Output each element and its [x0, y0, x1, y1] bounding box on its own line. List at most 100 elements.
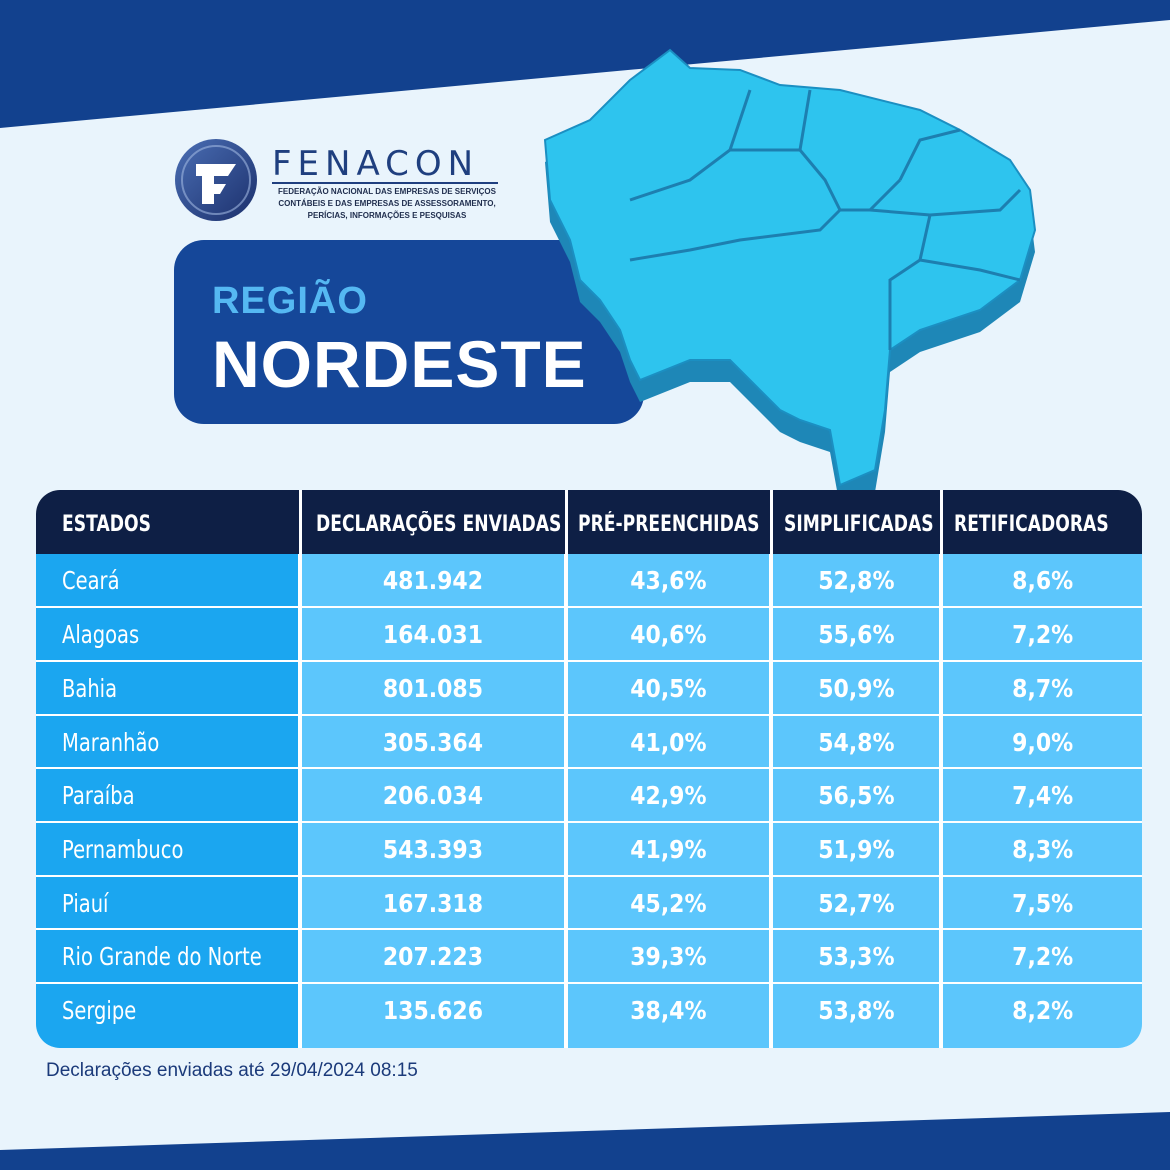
cell-simpl: 52,7% — [773, 877, 939, 929]
cell-retif: 7,2% — [943, 608, 1142, 660]
cell-retif: 8,2% — [943, 984, 1142, 1036]
cell-simpl: 52,8% — [773, 554, 939, 606]
northeast-brazil-map-icon — [543, 48, 1037, 500]
header-pre-preenchidas: PRÉ-PREENCHIDAS — [578, 512, 760, 537]
header-estados: ESTADOS — [62, 512, 151, 537]
cell-retif: 8,3% — [943, 823, 1142, 875]
fenacon-logo: FENACON FEDERAÇÃO NACIONAL DAS EMPRESAS … — [174, 138, 504, 224]
cell-value: 9,0% — [1011, 728, 1074, 757]
cell-retif: 7,4% — [943, 769, 1142, 821]
cell-state: Pernambuco — [62, 835, 184, 864]
cell-value: 50,9% — [817, 674, 895, 703]
cell-declaracoes: 481.942 — [302, 554, 564, 606]
cell-value: 8,6% — [1011, 566, 1074, 595]
cell-declaracoes: 543.393 — [302, 823, 564, 875]
cell-retif: 7,2% — [943, 930, 1142, 982]
cell-declaracoes: 164.031 — [302, 608, 564, 660]
brand-subtitle-line: FEDERAÇÃO NACIONAL DAS EMPRESAS DE SERVI… — [278, 187, 496, 196]
table-row: Pernambuco 543.393 41,9% 51,9% 8,3% — [36, 823, 1142, 875]
declarations-table: ESTADOS DECLARAÇÕES ENVIADAS PRÉ-PREENCH… — [36, 490, 1142, 1048]
cell-pre: 43,6% — [568, 554, 769, 606]
cell-value: 40,6% — [630, 620, 707, 649]
brand-name: FENACON — [272, 144, 480, 184]
cell-state: Paraíba — [62, 781, 135, 810]
region-label: REGIÃO — [212, 280, 368, 322]
footnote: Declarações enviadas até 29/04/2024 08:1… — [46, 1060, 418, 1081]
cell-value: 135.626 — [382, 996, 484, 1025]
cell-pre: 40,6% — [568, 608, 769, 660]
cell-value: 7,2% — [1011, 620, 1074, 649]
cell-value: 41,0% — [630, 728, 707, 757]
cell-state: Ceará — [62, 566, 120, 595]
cell-value: 54,8% — [817, 728, 895, 757]
cell-value: 56,5% — [817, 781, 895, 810]
cell-simpl: 51,9% — [773, 823, 939, 875]
header-dividers — [299, 490, 943, 554]
table-row: Rio Grande do Norte 207.223 39,3% 53,3% 7,2% — [36, 930, 1142, 982]
cell-value: 305.364 — [382, 728, 484, 757]
cell-value: 42,9% — [630, 781, 707, 810]
cell-declaracoes: 801.085 — [302, 662, 564, 714]
cell-simpl: 53,3% — [773, 930, 939, 982]
cell-declaracoes: 305.364 — [302, 716, 564, 768]
cell-pre: 42,9% — [568, 769, 769, 821]
cell-value: 167.318 — [382, 889, 484, 918]
cell-state: Rio Grande do Norte — [62, 942, 262, 971]
cell-value: 8,7% — [1011, 674, 1074, 703]
cell-declaracoes: 135.626 — [302, 984, 564, 1036]
cell-value: 53,8% — [817, 996, 895, 1025]
brand-subtitle-line: CONTÁBEIS E DAS EMPRESAS DE ASSESSORAMEN… — [278, 199, 496, 208]
cell-declaracoes: 167.318 — [302, 877, 564, 929]
region-name: NORDESTE — [212, 327, 587, 401]
cell-simpl: 50,9% — [773, 662, 939, 714]
table-row: Bahia 801.085 40,5% 50,9% 8,7% — [36, 662, 1142, 714]
brand-subtitle: FEDERAÇÃO NACIONAL DAS EMPRESAS DE SERVI… — [270, 186, 504, 222]
cell-pre: 45,2% — [568, 877, 769, 929]
cell-value: 164.031 — [382, 620, 484, 649]
cell-pre: 38,4% — [568, 984, 769, 1036]
cell-value: 801.085 — [382, 674, 484, 703]
table-header: ESTADOS DECLARAÇÕES ENVIADAS PRÉ-PREENCH… — [36, 490, 1142, 554]
table-row: Maranhão 305.364 41,0% 54,8% 9,0% — [36, 716, 1142, 768]
cell-value: 45,2% — [630, 889, 707, 918]
fenacon-logo-icon — [175, 139, 257, 221]
cell-retif: 8,7% — [943, 662, 1142, 714]
cell-value: 481.942 — [382, 566, 484, 595]
cell-value: 53,3% — [817, 942, 895, 971]
cell-value: 206.034 — [382, 781, 484, 810]
cell-value: 52,8% — [817, 566, 895, 595]
cell-pre: 41,9% — [568, 823, 769, 875]
cell-pre: 40,5% — [568, 662, 769, 714]
cell-state: Bahia — [62, 674, 118, 703]
cell-declaracoes: 207.223 — [302, 930, 564, 982]
cell-value: 51,9% — [817, 835, 895, 864]
header-retificadoras: RETIFICADORAS — [954, 512, 1109, 537]
cell-value: 8,3% — [1011, 835, 1074, 864]
cell-declaracoes: 206.034 — [302, 769, 564, 821]
cell-state: Sergipe — [62, 996, 137, 1025]
brand-rule — [272, 182, 498, 184]
table-row: Paraíba 206.034 42,9% 56,5% 7,4% — [36, 769, 1142, 821]
cell-simpl: 53,8% — [773, 984, 939, 1036]
table-cell-backgrounds — [36, 554, 1142, 1048]
cell-value: 8,2% — [1011, 996, 1074, 1025]
header-declaracoes-enviadas: DECLARAÇÕES ENVIADAS — [316, 512, 562, 537]
cell-value: 38,4% — [630, 996, 707, 1025]
cell-state: Piauí — [62, 889, 109, 918]
cell-simpl: 56,5% — [773, 769, 939, 821]
cell-retif: 9,0% — [943, 716, 1142, 768]
cell-retif: 7,5% — [943, 877, 1142, 929]
cell-value: 7,5% — [1011, 889, 1074, 918]
cell-simpl: 54,8% — [773, 716, 939, 768]
cell-simpl: 55,6% — [773, 608, 939, 660]
region-title-box: REGIÃO NORDESTE — [174, 240, 644, 424]
cell-value: 55,6% — [817, 620, 895, 649]
cell-value: 7,2% — [1011, 942, 1074, 971]
table-row: Sergipe 135.626 38,4% 53,8% 8,2% — [36, 984, 1142, 1036]
table-row: Piauí 167.318 45,2% 52,7% 7,5% — [36, 877, 1142, 929]
cell-value: 43,6% — [630, 566, 707, 595]
table-row: Alagoas 164.031 40,6% 55,6% 7,2% — [36, 608, 1142, 660]
header-simplificadas: SIMPLIFICADAS — [784, 512, 934, 537]
cell-value: 39,3% — [630, 942, 707, 971]
cell-value: 207.223 — [382, 942, 484, 971]
